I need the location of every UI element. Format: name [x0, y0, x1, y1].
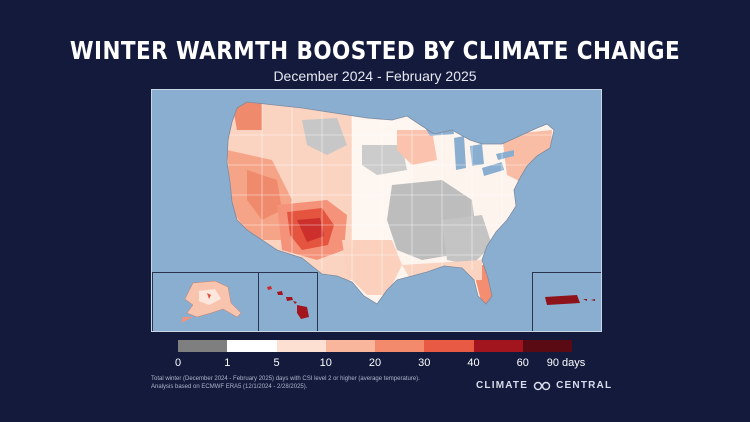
legend-tick-label: 30	[418, 357, 431, 369]
hawaii-inset	[258, 272, 318, 331]
alaska-map	[181, 280, 242, 323]
brand-logo: CLIMATE CENTRAL	[476, 380, 612, 391]
us-map	[151, 89, 602, 332]
page-subtitle: December 2024 - February 2025	[273, 68, 477, 84]
climate-central-logo-icon	[533, 381, 551, 390]
legend-swatch	[276, 340, 326, 352]
legend-tick-label: 5	[273, 357, 280, 369]
legend-tick-label: 1	[224, 357, 231, 369]
footnote-line-2: Analysis based on ECMWF ERA5 (12/1/2024 …	[151, 384, 308, 390]
legend-swatch	[473, 340, 523, 352]
legend-tick-label: 20	[368, 357, 382, 369]
legend-swatch	[375, 340, 425, 352]
legend-swatch	[178, 340, 228, 352]
alaska-inset	[152, 272, 260, 331]
us-map-graphic	[226, 101, 555, 305]
legend-swatch	[325, 340, 375, 352]
puerto-rico-inset	[532, 272, 601, 331]
page-title: WINTER WARMTH BOOSTED BY CLIMATE CHANGE	[69, 36, 681, 65]
legend-tick-label: 60	[516, 357, 529, 369]
puerto-rico-map	[545, 295, 595, 305]
legend-swatch	[227, 340, 277, 352]
brand-name-1: CLIMATE	[476, 380, 529, 391]
legend-tick-label: 10	[319, 357, 332, 369]
legend-tick-label: 40	[467, 357, 480, 369]
footnote-line-1: Total winter (December 2024 - February 2…	[151, 376, 420, 382]
legend-tick-label: 90 days	[546, 357, 586, 369]
legend-tick-label: 0	[174, 357, 182, 369]
hawaii-map	[267, 286, 309, 319]
brand-name-2: CENTRAL	[556, 380, 613, 391]
legend-color-scale	[178, 340, 572, 352]
legend-swatch	[522, 340, 572, 352]
legend-swatch	[424, 340, 474, 352]
